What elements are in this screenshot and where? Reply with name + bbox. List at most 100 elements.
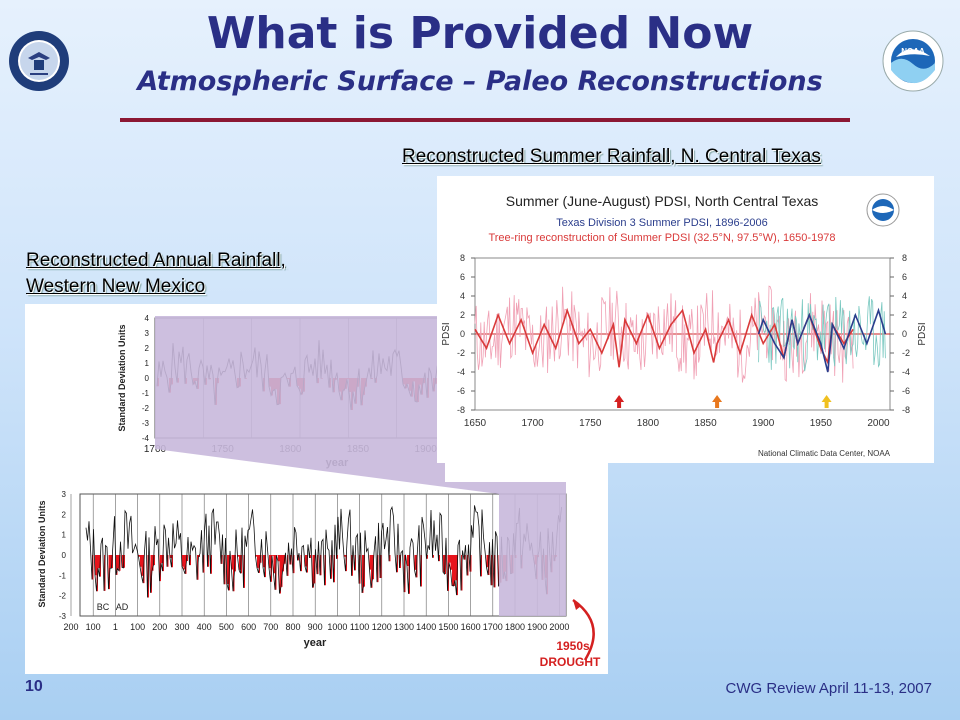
x-tick-label: 1500 <box>438 622 458 632</box>
svg-text:NOAA: NOAA <box>901 47 925 56</box>
drought-annotation-arrowhead <box>573 600 581 610</box>
y-axis-label-left: PDSI <box>441 322 452 345</box>
x-tick-label: 300 <box>174 622 189 632</box>
chart-subtitle-reconstruction: Tree-ring reconstruction of Summer PDSI … <box>488 232 835 244</box>
y-tick-label: 4 <box>145 314 150 323</box>
x-tick-label: 1900 <box>752 418 775 429</box>
y-tick-label-right: -8 <box>902 405 910 415</box>
x-tick-label: 1750 <box>579 418 602 429</box>
y-axis-label: Standard Deviation Units <box>37 500 47 607</box>
drought-arrow-marker <box>821 395 832 408</box>
era-label-ad: AD <box>116 602 129 612</box>
y-tick-label: 3 <box>145 329 150 338</box>
y-tick-label-right: -2 <box>902 348 910 358</box>
y-tick-label: 2 <box>145 344 150 353</box>
y-tick-label-left: 2 <box>460 310 465 320</box>
texas-pdsi-chart: Summer (June-August) PDSI, North Central… <box>441 193 928 458</box>
y-axis-label: Standard Deviation Units <box>117 324 127 431</box>
y-tick-label-right: 0 <box>902 329 907 339</box>
y-tick-label: -1 <box>59 571 67 580</box>
y-tick-label-left: 6 <box>460 272 465 282</box>
x-tick-label: 200 <box>152 622 167 632</box>
chart-credit: National Climatic Data Center, NOAA <box>758 449 891 458</box>
slide-number: 10 <box>25 678 43 695</box>
x-tick-label: 700 <box>263 622 278 632</box>
x-tick-label: 1100 <box>350 622 369 632</box>
y-tick-label: 0 <box>62 551 67 560</box>
doc-seal-icon <box>9 31 69 91</box>
texas-chart-panel: Summer (June-August) PDSI, North Central… <box>437 176 934 463</box>
x-tick-label: 1000 <box>327 622 347 632</box>
y-tick-label: -2 <box>142 404 150 413</box>
y-tick-label-right: -6 <box>902 386 910 396</box>
x-tick-label: 1700 <box>483 622 503 632</box>
noaa-logo-icon: NOAA <box>882 30 944 92</box>
drought-arrow-marker <box>614 395 625 408</box>
y-tick-label-right: 8 <box>902 253 907 263</box>
nm-chart-caption: Reconstructed Annual Rainfall, Western N… <box>26 248 286 300</box>
x-tick-label: 1800 <box>505 622 525 632</box>
y-tick-label: -3 <box>59 612 67 621</box>
y-tick-label: 3 <box>62 490 67 499</box>
y-tick-label-right: -4 <box>902 367 910 377</box>
y-tick-label: 0 <box>145 374 150 383</box>
x-tick-label: 100 <box>130 622 145 632</box>
nm-rainfall-chart: 43210-1-2-3-417001750180018501900yearSta… <box>37 314 601 669</box>
main-series-line <box>85 505 562 598</box>
zoom-highlight-band <box>155 316 566 616</box>
x-tick-label: 500 <box>219 622 234 632</box>
y-tick-label: 1 <box>62 531 67 540</box>
y-tick-label: -2 <box>59 592 67 601</box>
drought-annotation-line-1: 1950s <box>556 639 590 653</box>
y-tick-label-left: 8 <box>460 253 465 263</box>
commerce-seal-logo <box>8 30 70 92</box>
nm-caption-line-1: Reconstructed Annual Rainfall, <box>26 250 286 271</box>
page-title: What is Provided Now <box>206 8 754 59</box>
observed-series-line <box>757 307 887 373</box>
y-tick-label: -1 <box>142 389 150 398</box>
noaa-small-logo-icon <box>866 193 900 227</box>
x-tick-label: 600 <box>241 622 256 632</box>
y-tick-label: -3 <box>142 419 150 428</box>
y-tick-label: -4 <box>142 434 150 443</box>
x-tick-label: 2000 <box>867 418 890 429</box>
y-tick-label-left: -8 <box>457 405 465 415</box>
x-tick-label: 200 <box>63 622 78 632</box>
x-tick-label: 1400 <box>416 622 436 632</box>
x-tick-label: 900 <box>308 622 323 632</box>
y-tick-label-left: -4 <box>457 367 465 377</box>
x-tick-label: 1200 <box>372 622 392 632</box>
x-tick-label: 1800 <box>637 418 660 429</box>
y-axis-label-right: PDSI <box>917 322 928 345</box>
x-tick-label: 1650 <box>464 418 487 429</box>
y-tick-label-left: -2 <box>457 348 465 358</box>
x-tick-label: 1850 <box>694 418 717 429</box>
y-tick-label-left: -6 <box>457 386 465 396</box>
y-tick-label-right: 6 <box>902 272 907 282</box>
y-tick-label-left: 4 <box>460 291 465 301</box>
y-tick-label: 1 <box>145 359 150 368</box>
texas-chart-caption: Reconstructed Summer Rainfall, N. Centra… <box>402 146 821 167</box>
y-tick-label-right: 4 <box>902 291 907 301</box>
page-subtitle: Atmospheric Surface – Paleo Reconstructi… <box>137 66 823 97</box>
x-tick-label: 1700 <box>522 418 545 429</box>
x-tick-label: 1600 <box>461 622 481 632</box>
y-tick-label-left: 0 <box>460 329 465 339</box>
logo-bird <box>872 206 894 213</box>
x-tick-label: 1900 <box>527 622 547 632</box>
x-tick-label: 2000 <box>549 622 569 632</box>
nm-caption-line-2: Western New Mexico <box>26 276 206 297</box>
y-tick-label-right: 2 <box>902 310 907 320</box>
x-tick-label: 1300 <box>394 622 414 632</box>
chart-subtitle-observed: Texas Division 3 Summer PDSI, 1896-2006 <box>556 217 768 229</box>
footer-note: CWG Review April 11-13, 2007 <box>725 680 932 697</box>
title-divider <box>120 118 850 122</box>
x-tick-label: 800 <box>285 622 300 632</box>
x-tick-label: 400 <box>197 622 212 632</box>
x-axis-label: year <box>304 637 327 649</box>
era-label-bc: BC <box>97 602 110 612</box>
y-tick-label: 2 <box>62 510 67 519</box>
x-tick-label: 1 <box>113 622 118 632</box>
x-tick-label: 1950 <box>810 418 833 429</box>
noaa-logo: NOAA <box>882 30 944 92</box>
